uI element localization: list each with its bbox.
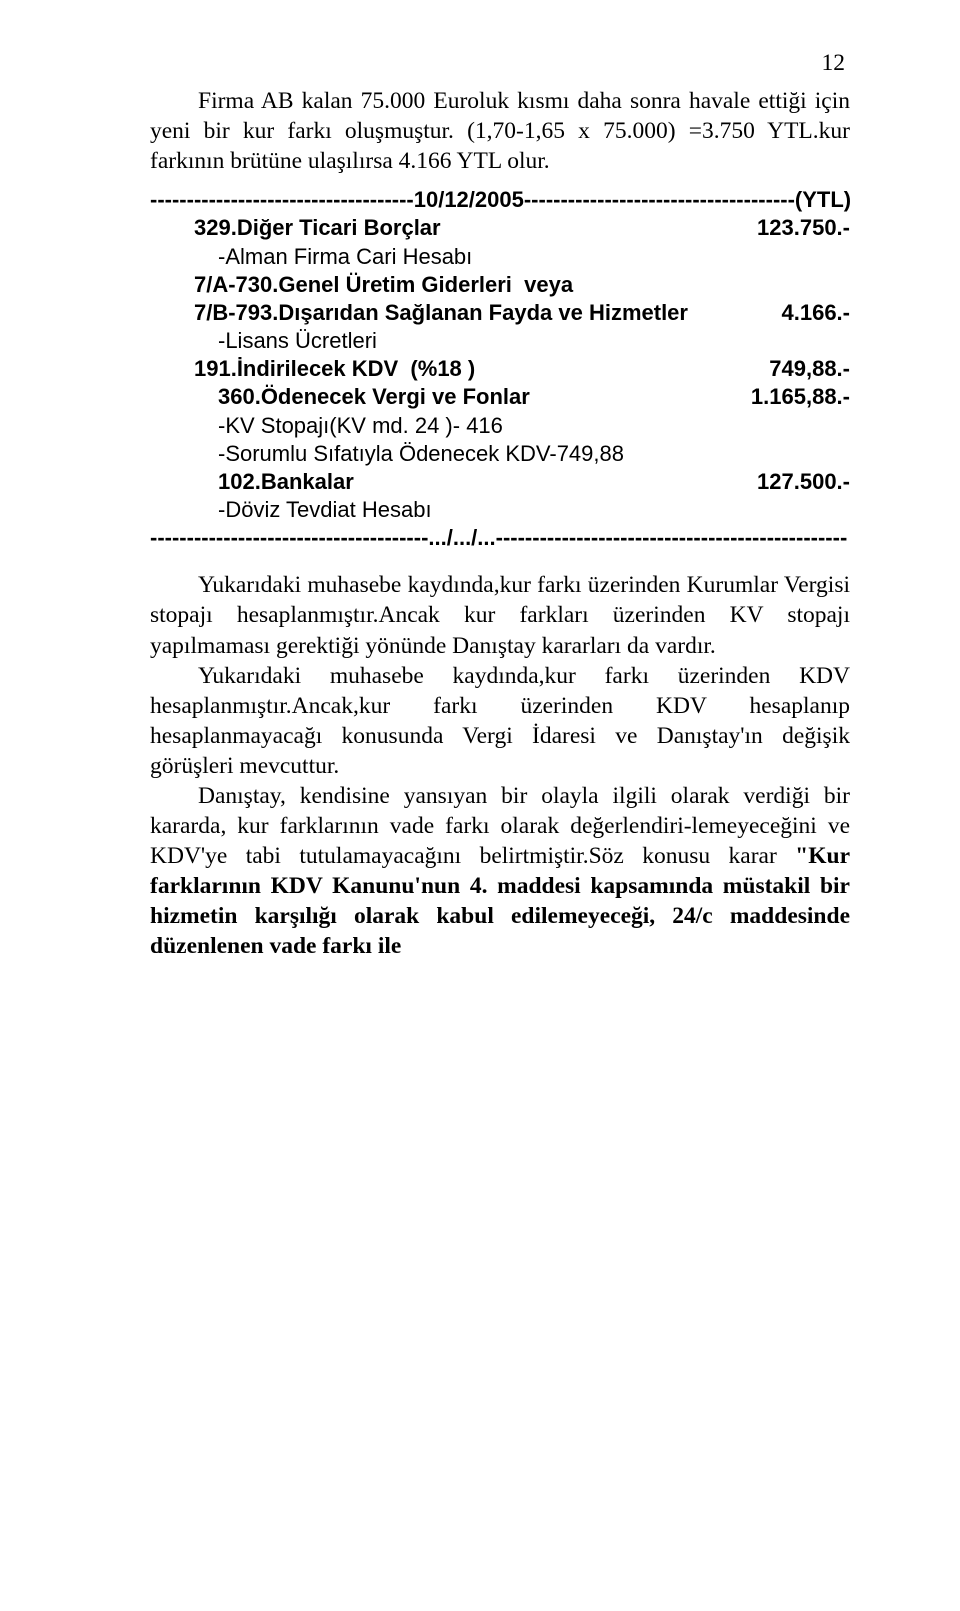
ledger-row-label: 102.Bankalar [150,468,743,496]
ledger-row-label: 360.Ödenecek Vergi ve Fonlar [150,383,737,411]
intro-paragraph: Firma AB kalan 75.000 Euroluk kısmı daha… [150,86,850,176]
ledger-row-label: -Sorumlu Sıfatıyla Ödenecek KDV-749,88 [150,440,836,468]
ledger-row-value: 1.165,88.- [737,383,850,411]
ledger-row-label: -Lisans Ücretleri [150,327,836,355]
ledger-block: ------------------------------------10/1… [150,186,850,552]
ledger-row-value: 4.166.- [768,299,851,327]
ledger-row-label: -KV Stopajı(KV md. 24 )- 416 [150,412,836,440]
body-paragraph-1: Yukarıdaki muhasebe kaydında,kur farkı ü… [150,570,850,660]
page-number: 12 [150,48,850,78]
ledger-row-label: -Döviz Tevdiat Hesabı [150,496,836,524]
ledger-row-label: 329.Diğer Ticari Borçlar [150,214,743,242]
ledger-row-value: 127.500.- [743,468,850,496]
ledger-row-label: 191.İndirilecek KDV (%18 ) [150,355,755,383]
ledger-row-label: -Alman Firma Cari Hesabı [150,243,836,271]
body-paragraph-2: Yukarıdaki muhasebe kaydında,kur farkı ü… [150,661,850,781]
ledger-header: ------------------------------------10/1… [150,186,851,214]
body-p3-plain: Danıştay, kendisine yansıyan bir olayla … [150,783,850,869]
ledger-footer: --------------------------------------..… [150,524,850,552]
ledger-row-label: 7/B-793.Dışarıdan Sağlanan Fayda ve Hizm… [150,299,768,327]
ledger-row-value: 123.750.- [743,214,850,242]
ledger-row-label: 7/A-730.Genel Üretim Giderleri veya [150,271,836,299]
ledger-row-value: 749,88.- [755,355,850,383]
body-paragraph-3: Danıştay, kendisine yansıyan bir olayla … [150,781,850,961]
body-section: Yukarıdaki muhasebe kaydında,kur farkı ü… [150,570,850,961]
